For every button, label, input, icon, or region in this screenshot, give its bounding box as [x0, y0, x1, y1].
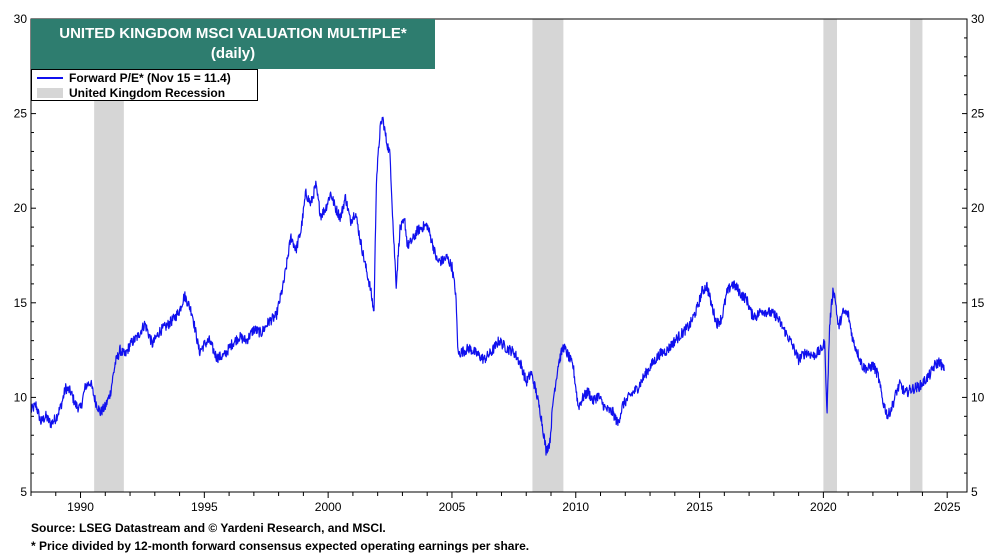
recession-band-3 [910, 19, 923, 492]
x-tick-label-1995: 1995 [191, 500, 218, 514]
plot-frame [30, 18, 968, 493]
chart-title: UNITED KINGDOM MSCI VALUATION MULTIPLE* [59, 25, 407, 42]
legend-recession-swatch [37, 87, 63, 98]
y-tick-label-right-25: 25 [971, 107, 985, 121]
y-tick-label-left-20: 20 [14, 201, 28, 215]
x-tick-label-2025: 2025 [934, 500, 961, 514]
legend-entry-pe: Forward P/E* (Nov 15 = 11.4) [32, 70, 257, 85]
y-tick-label-left-30: 30 [14, 12, 28, 26]
y-tick-label-left-10: 10 [14, 390, 28, 404]
legend-entry-recession: United Kingdom Recession [32, 85, 257, 100]
y-tick-label-right-10: 10 [971, 390, 985, 404]
legend-label-pe: Forward P/E* (Nov 15 = 11.4) [69, 70, 231, 85]
series-line-pe [30, 116, 945, 456]
chart-subtitle: (daily) [210, 45, 256, 62]
footnote: * Price divided by 12-month forward cons… [31, 539, 530, 553]
y-tick-label-right-15: 15 [971, 296, 985, 310]
chart-title-box: UNITED KINGDOM MSCI VALUATION MULTIPLE* … [31, 19, 435, 69]
x-tick-label-2020: 2020 [810, 500, 837, 514]
y-tick-label-right-20: 20 [971, 201, 985, 215]
x-tick-label-2010: 2010 [562, 500, 589, 514]
y-tick-label-right-5: 5 [971, 485, 978, 499]
recession-band-1 [532, 19, 564, 492]
legend-label-recession: United Kingdom Recession [69, 85, 226, 100]
x-tick-label-2000: 2000 [315, 500, 342, 514]
x-tick-label-1990: 1990 [67, 500, 94, 514]
x-tick-label-2005: 2005 [439, 500, 466, 514]
x-tick-label-2015: 2015 [686, 500, 713, 514]
y-tick-label-left-5: 5 [20, 485, 27, 499]
line-layer [30, 116, 945, 456]
y-tick-label-right-30: 30 [971, 12, 985, 26]
legend: Forward P/E* (Nov 15 = 11.4) United King… [31, 69, 258, 101]
legend-line-swatch [37, 76, 63, 79]
recession-band-2 [823, 19, 837, 492]
source-note: Source: LSEG Datastream and © Yardeni Re… [31, 521, 386, 535]
y-tick-label-left-25: 25 [14, 107, 28, 121]
y-tick-label-left-15: 15 [14, 296, 28, 310]
